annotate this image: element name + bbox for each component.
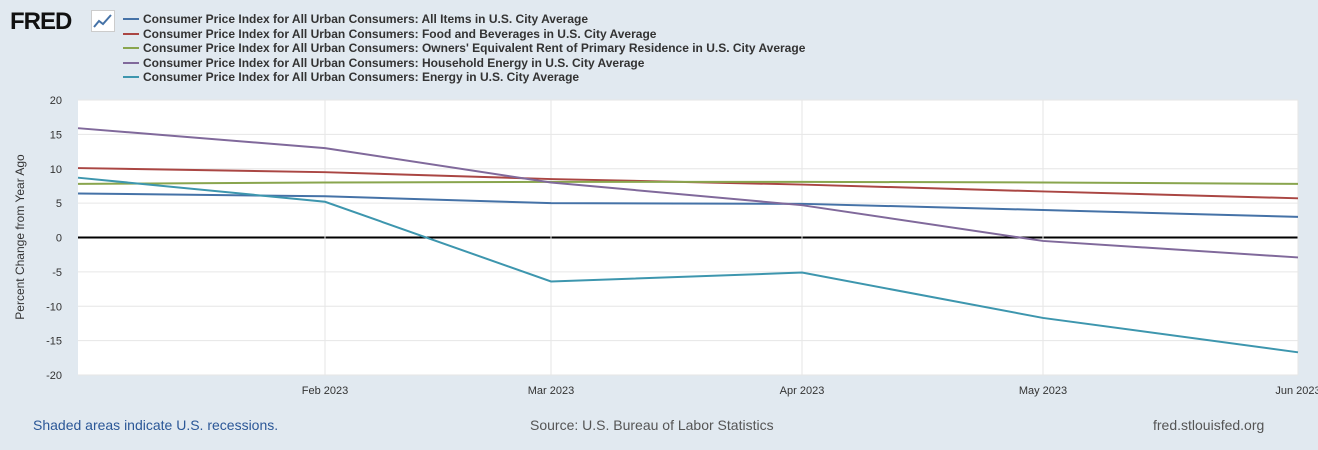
y-tick-label: -10	[46, 301, 62, 313]
legend-label: Consumer Price Index for All Urban Consu…	[143, 41, 806, 56]
legend-item[interactable]: Consumer Price Index for All Urban Consu…	[123, 27, 805, 42]
legend-swatch	[123, 47, 139, 50]
legend-swatch	[123, 61, 139, 64]
legend-label: Consumer Price Index for All Urban Consu…	[143, 55, 645, 70]
x-tick-label: Mar 2023	[528, 385, 574, 397]
site-link[interactable]: fred.stlouisfed.org	[1153, 417, 1265, 433]
fred-logo[interactable]: FRED	[10, 8, 72, 35]
legend-item[interactable]: Consumer Price Index for All Urban Consu…	[123, 56, 805, 71]
y-axis-label: Percent Change from Year Ago	[13, 154, 27, 320]
legend: Consumer Price Index for All Urban Consu…	[123, 12, 805, 85]
legend-label: Consumer Price Index for All Urban Consu…	[143, 70, 580, 85]
legend-item[interactable]: Consumer Price Index for All Urban Consu…	[123, 70, 805, 85]
recessions-note[interactable]: Shaded areas indicate U.S. recessions.	[33, 417, 279, 433]
legend-label: Consumer Price Index for All Urban Consu…	[143, 26, 657, 41]
y-tick-label: 15	[50, 129, 62, 141]
y-tick-label: -5	[52, 267, 62, 279]
x-tick-label: Feb 2023	[302, 385, 348, 397]
y-tick-label: 0	[56, 233, 62, 245]
series-line	[77, 176, 1299, 354]
y-tick-label: 10	[50, 164, 62, 176]
series-line	[77, 192, 1299, 218]
legend-swatch	[123, 76, 139, 79]
y-tick-label: 20	[50, 95, 62, 107]
chart: 20 15 10 5 0 -5 -10 -15 -20 Feb 2023 Mar 2023 Apr 2…	[13, 95, 1318, 397]
legend-swatch	[123, 32, 139, 35]
y-tick-label: 5	[56, 198, 62, 210]
fred-chart-logo-icon	[91, 10, 115, 32]
y-tick-label: -15	[46, 336, 62, 348]
x-tick-label: Jun 2023	[1275, 385, 1318, 397]
x-tick-label: Apr 2023	[780, 385, 825, 397]
series-line	[77, 180, 1299, 185]
legend-item[interactable]: Consumer Price Index for All Urban Consu…	[123, 41, 805, 56]
source-note: Source: U.S. Bureau of Labor Statistics	[530, 417, 774, 433]
y-tick-label: -20	[46, 370, 62, 382]
legend-label: Consumer Price Index for All Urban Consu…	[143, 12, 588, 27]
legend-item[interactable]: Consumer Price Index for All Urban Consu…	[123, 12, 805, 27]
legend-swatch	[123, 18, 139, 21]
series-line	[77, 127, 1299, 259]
x-tick-label: May 2023	[1019, 385, 1067, 397]
